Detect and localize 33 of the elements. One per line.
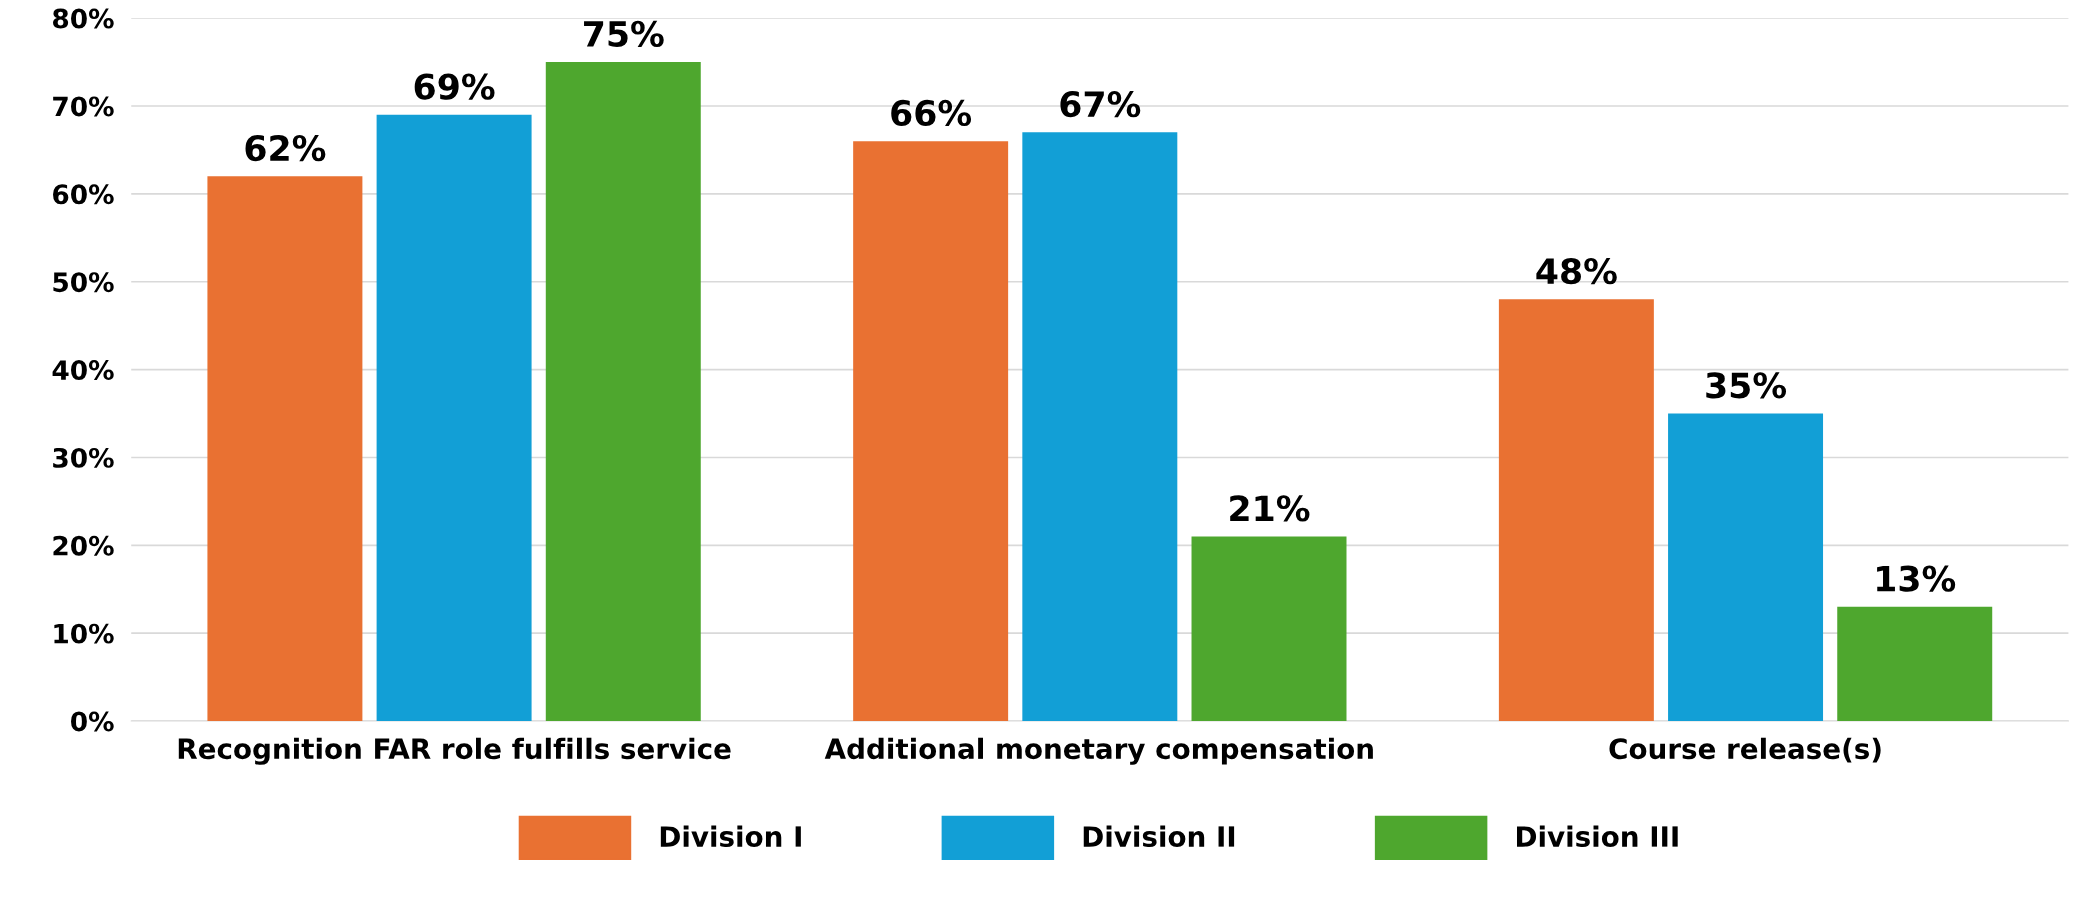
text: 13% xyxy=(1877,565,1956,592)
y-tick-label: 10% xyxy=(54,623,114,644)
legend-label: Division II xyxy=(1083,825,1235,848)
bar xyxy=(1191,536,1347,722)
y-tick-label: 0% xyxy=(71,711,114,732)
text: 66% xyxy=(891,99,972,127)
legend-label: Division III xyxy=(1517,825,1678,848)
bar xyxy=(545,62,701,722)
x-tick-label: Additional monetary compensation xyxy=(824,737,1373,765)
y-tick-label: 80% xyxy=(53,8,114,29)
text: 35% xyxy=(1706,372,1786,399)
bar xyxy=(1022,132,1178,722)
y-tick-label: 70% xyxy=(53,96,114,117)
y-tick-label: 30% xyxy=(53,447,114,468)
legend-label: Division I xyxy=(660,825,801,848)
bar xyxy=(376,114,532,722)
text: 69% xyxy=(414,73,495,100)
x-tick-label: Recognition FAR role fulfills service xyxy=(178,737,731,765)
bar xyxy=(853,141,1009,722)
bar xyxy=(207,176,363,722)
bar xyxy=(1498,299,1654,722)
text: 62% xyxy=(245,134,326,162)
y-tick-label: 50% xyxy=(53,272,114,293)
text: 75% xyxy=(584,20,664,48)
y-tick-label: 40% xyxy=(52,360,114,380)
text: 21% xyxy=(1230,495,1310,522)
x-tick-label: Course release(s) xyxy=(1609,737,1881,763)
bar xyxy=(1668,413,1824,722)
y-tick-label: 20% xyxy=(53,535,114,556)
y-tick-label: 60% xyxy=(53,184,114,205)
bar xyxy=(1837,606,1993,722)
text: 67% xyxy=(1060,91,1141,118)
text: 48% xyxy=(1536,257,1617,285)
